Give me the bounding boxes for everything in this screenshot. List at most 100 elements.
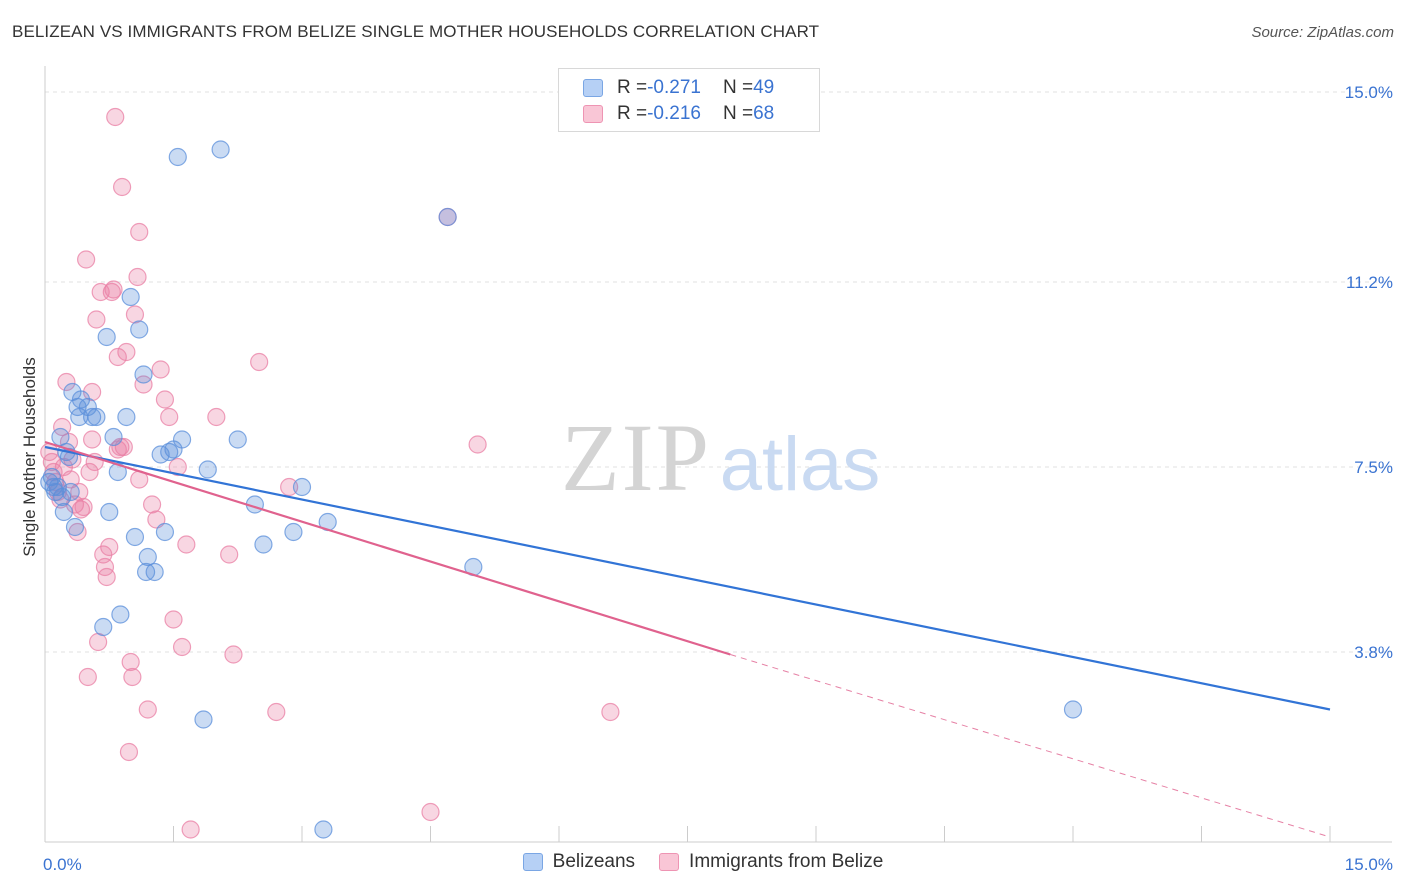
belizeans-point bbox=[111, 605, 130, 624]
belizeans-point bbox=[117, 407, 136, 427]
immigrants-point bbox=[123, 667, 142, 687]
belizeans-point bbox=[71, 390, 91, 409]
y-tick-label: 7.5% bbox=[1354, 458, 1393, 477]
stats-row-immigrants: R = -0.216 N = 68 bbox=[583, 101, 774, 127]
immigrants-point bbox=[468, 435, 487, 454]
belizeans-point bbox=[155, 522, 175, 542]
immigrants-point bbox=[280, 477, 299, 497]
immigrants-point bbox=[74, 497, 93, 517]
belizeans-point bbox=[83, 407, 102, 427]
immigrants-trend-line bbox=[44, 440, 731, 656]
immigrants-point bbox=[57, 372, 76, 392]
r-label: R = bbox=[617, 77, 648, 98]
n-value: 68 bbox=[753, 103, 775, 124]
immigrants-point bbox=[220, 545, 239, 564]
immigrants-point bbox=[104, 280, 123, 299]
immigrants-swatch bbox=[583, 105, 603, 123]
legend-label-immigrants: Immigrants from Belize bbox=[689, 851, 884, 872]
immigrants-point bbox=[224, 645, 243, 664]
belizeans-point bbox=[125, 527, 145, 547]
watermark: ZIP atlas bbox=[561, 404, 880, 511]
belizeans-point bbox=[61, 482, 80, 502]
immigrants-point bbox=[138, 700, 157, 719]
belizeans-point bbox=[292, 477, 312, 497]
belizeans-point bbox=[284, 522, 303, 542]
immigrants-point bbox=[168, 457, 187, 477]
stats-legend: R = -0.271 N = 49 R = -0.216 N = 68 bbox=[558, 68, 820, 132]
belizeans-point bbox=[87, 407, 106, 427]
belizeans-point bbox=[97, 327, 116, 347]
belizeans-point bbox=[138, 547, 157, 567]
n-label: N = bbox=[722, 103, 754, 124]
immigrants-point bbox=[97, 567, 116, 587]
immigrants-point bbox=[267, 702, 286, 722]
immigrants-point bbox=[100, 537, 119, 557]
immigrants-point bbox=[117, 342, 136, 362]
belizeans-point bbox=[438, 207, 457, 227]
watermark-zip: ZIP bbox=[561, 404, 711, 511]
belizeans-point bbox=[145, 562, 164, 582]
immigrants-point bbox=[164, 610, 183, 629]
source-credit: Source: ZipAtlas.com bbox=[1251, 24, 1394, 41]
immigrants-point bbox=[125, 305, 145, 324]
belizeans-point bbox=[1063, 700, 1083, 719]
immigrants-point bbox=[80, 462, 99, 482]
tick-labels: 3.8% 7.5% 11.2% 15.0% 0.0% 15.0% bbox=[43, 83, 1393, 874]
belizeans-point bbox=[198, 460, 217, 479]
n-label: N = bbox=[722, 77, 754, 98]
immigrants-point bbox=[160, 407, 179, 427]
immigrants-trend-extension bbox=[730, 654, 1331, 838]
belizeans-legend-swatch bbox=[522, 853, 543, 871]
immigrants-point bbox=[147, 510, 166, 529]
belizeans-point bbox=[130, 320, 149, 339]
immigrants-point bbox=[151, 360, 170, 379]
immigrants-point bbox=[207, 407, 226, 427]
immigrants-point bbox=[128, 267, 147, 287]
y-tick-label: 3.8% bbox=[1354, 643, 1393, 662]
trend-lines bbox=[44, 440, 1331, 838]
immigrants-point bbox=[142, 495, 162, 514]
r-label: R = bbox=[617, 103, 648, 124]
immigrants-point bbox=[421, 802, 440, 822]
immigrants-point bbox=[68, 522, 87, 542]
belizeans-point bbox=[254, 535, 273, 554]
legend-label-belizeans: Belizeans bbox=[552, 851, 636, 872]
belizeans-trend-line bbox=[44, 445, 1331, 711]
belizeans-point bbox=[121, 287, 140, 307]
y-tick-label: 11.2% bbox=[1346, 273, 1393, 292]
r-value: -0.216 bbox=[647, 103, 701, 124]
watermark-atlas: atlas bbox=[720, 422, 881, 507]
x-tick-label-min: 0.0% bbox=[43, 855, 82, 874]
r-value: -0.271 bbox=[647, 77, 701, 98]
legend-item-immigrants[interactable]: Immigrants from Belize bbox=[659, 851, 883, 873]
immigrants-point bbox=[172, 637, 192, 657]
y-tick-label: 15.0% bbox=[1345, 83, 1393, 102]
immigrants-point bbox=[119, 742, 139, 762]
grid-layer bbox=[45, 91, 1392, 653]
belizeans-point bbox=[53, 487, 72, 507]
immigrants-point bbox=[106, 107, 125, 127]
n-value: 49 bbox=[753, 77, 775, 98]
belizeans-swatch bbox=[583, 79, 603, 97]
legend-item-belizeans[interactable]: Belizeans bbox=[522, 851, 636, 873]
belizeans-point bbox=[54, 502, 73, 522]
axis-layer bbox=[44, 66, 1392, 843]
belizeans-point bbox=[172, 430, 192, 449]
belizeans-point bbox=[100, 502, 119, 522]
immigrants-point bbox=[177, 535, 196, 554]
belizeans-point bbox=[228, 430, 247, 449]
belizeans-point bbox=[104, 427, 123, 447]
immigrants-point bbox=[87, 310, 106, 329]
belizeans-point bbox=[194, 710, 213, 729]
stats-row-belizeans: R = -0.271 N = 49 bbox=[583, 75, 774, 101]
belizeans-point bbox=[314, 820, 333, 839]
belizeans-point bbox=[134, 365, 153, 384]
immigrants-legend-swatch bbox=[659, 853, 680, 871]
chart-title: BELIZEAN VS IMMIGRANTS FROM BELIZE SINGL… bbox=[12, 22, 820, 41]
immigrants-point bbox=[250, 352, 269, 372]
belizeans-point bbox=[94, 617, 113, 637]
belizeans-point bbox=[65, 517, 85, 537]
immigrants-point bbox=[130, 222, 149, 242]
immigrants-point bbox=[121, 652, 140, 672]
